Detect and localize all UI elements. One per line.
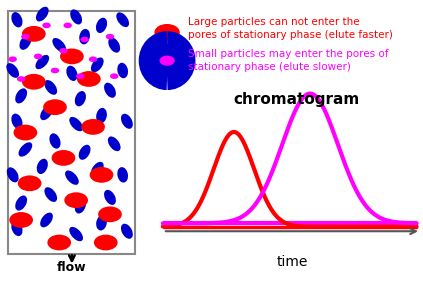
Circle shape bbox=[159, 56, 175, 66]
Ellipse shape bbox=[104, 83, 116, 98]
Ellipse shape bbox=[108, 38, 120, 53]
Circle shape bbox=[63, 23, 72, 28]
Ellipse shape bbox=[121, 114, 133, 129]
Ellipse shape bbox=[108, 136, 121, 151]
Ellipse shape bbox=[96, 215, 107, 230]
Circle shape bbox=[43, 99, 67, 115]
Ellipse shape bbox=[117, 63, 128, 78]
Circle shape bbox=[80, 37, 89, 42]
Circle shape bbox=[154, 24, 180, 41]
Ellipse shape bbox=[79, 29, 90, 44]
Text: time: time bbox=[276, 255, 308, 269]
Ellipse shape bbox=[11, 221, 22, 236]
Ellipse shape bbox=[70, 9, 82, 25]
Ellipse shape bbox=[15, 195, 27, 211]
Circle shape bbox=[22, 26, 46, 42]
Circle shape bbox=[81, 119, 105, 135]
Ellipse shape bbox=[36, 55, 49, 69]
Ellipse shape bbox=[15, 88, 27, 103]
Ellipse shape bbox=[40, 213, 53, 227]
Ellipse shape bbox=[91, 162, 104, 177]
Circle shape bbox=[21, 34, 30, 39]
Ellipse shape bbox=[66, 66, 77, 81]
Circle shape bbox=[47, 235, 71, 250]
Ellipse shape bbox=[19, 142, 32, 157]
Circle shape bbox=[59, 48, 68, 54]
Ellipse shape bbox=[79, 145, 91, 160]
Ellipse shape bbox=[69, 227, 83, 241]
Circle shape bbox=[22, 74, 46, 90]
Circle shape bbox=[17, 76, 25, 82]
Circle shape bbox=[98, 206, 122, 222]
Circle shape bbox=[89, 56, 97, 62]
Circle shape bbox=[110, 73, 118, 79]
Ellipse shape bbox=[19, 35, 31, 50]
Ellipse shape bbox=[44, 80, 57, 95]
Ellipse shape bbox=[52, 38, 66, 52]
Wedge shape bbox=[149, 49, 167, 72]
Circle shape bbox=[18, 175, 41, 191]
Circle shape bbox=[106, 34, 114, 39]
Ellipse shape bbox=[37, 159, 48, 174]
Text: Small particles may enter the pores of
stationary phase (elute slower): Small particles may enter the pores of s… bbox=[188, 49, 389, 72]
Ellipse shape bbox=[36, 7, 49, 21]
Ellipse shape bbox=[69, 117, 83, 131]
Ellipse shape bbox=[104, 190, 116, 205]
Circle shape bbox=[51, 68, 59, 73]
Ellipse shape bbox=[75, 198, 86, 213]
Ellipse shape bbox=[11, 12, 22, 27]
Ellipse shape bbox=[6, 63, 19, 78]
Circle shape bbox=[77, 71, 101, 87]
Text: flow: flow bbox=[57, 261, 87, 274]
Circle shape bbox=[42, 23, 51, 28]
Ellipse shape bbox=[96, 108, 107, 123]
Ellipse shape bbox=[121, 224, 133, 239]
Circle shape bbox=[94, 235, 118, 250]
Ellipse shape bbox=[116, 12, 129, 27]
Ellipse shape bbox=[75, 91, 86, 106]
Circle shape bbox=[90, 167, 113, 183]
Text: chromatogram: chromatogram bbox=[233, 92, 359, 107]
Ellipse shape bbox=[96, 18, 107, 33]
Circle shape bbox=[76, 73, 85, 79]
Circle shape bbox=[8, 56, 17, 62]
Wedge shape bbox=[167, 49, 185, 72]
Circle shape bbox=[64, 192, 88, 208]
Circle shape bbox=[60, 49, 84, 64]
Ellipse shape bbox=[7, 167, 19, 182]
Circle shape bbox=[52, 150, 75, 166]
Ellipse shape bbox=[117, 167, 128, 182]
Ellipse shape bbox=[65, 171, 79, 185]
Circle shape bbox=[14, 125, 37, 140]
Circle shape bbox=[34, 54, 42, 59]
Bar bbox=[8, 11, 135, 254]
Ellipse shape bbox=[11, 114, 22, 129]
Ellipse shape bbox=[91, 58, 104, 72]
Ellipse shape bbox=[40, 105, 53, 120]
Text: Large particles can not enter the
pores of stationary phase (elute faster): Large particles can not enter the pores … bbox=[188, 17, 393, 40]
Ellipse shape bbox=[44, 187, 57, 202]
Circle shape bbox=[9, 212, 33, 228]
Ellipse shape bbox=[49, 133, 60, 149]
